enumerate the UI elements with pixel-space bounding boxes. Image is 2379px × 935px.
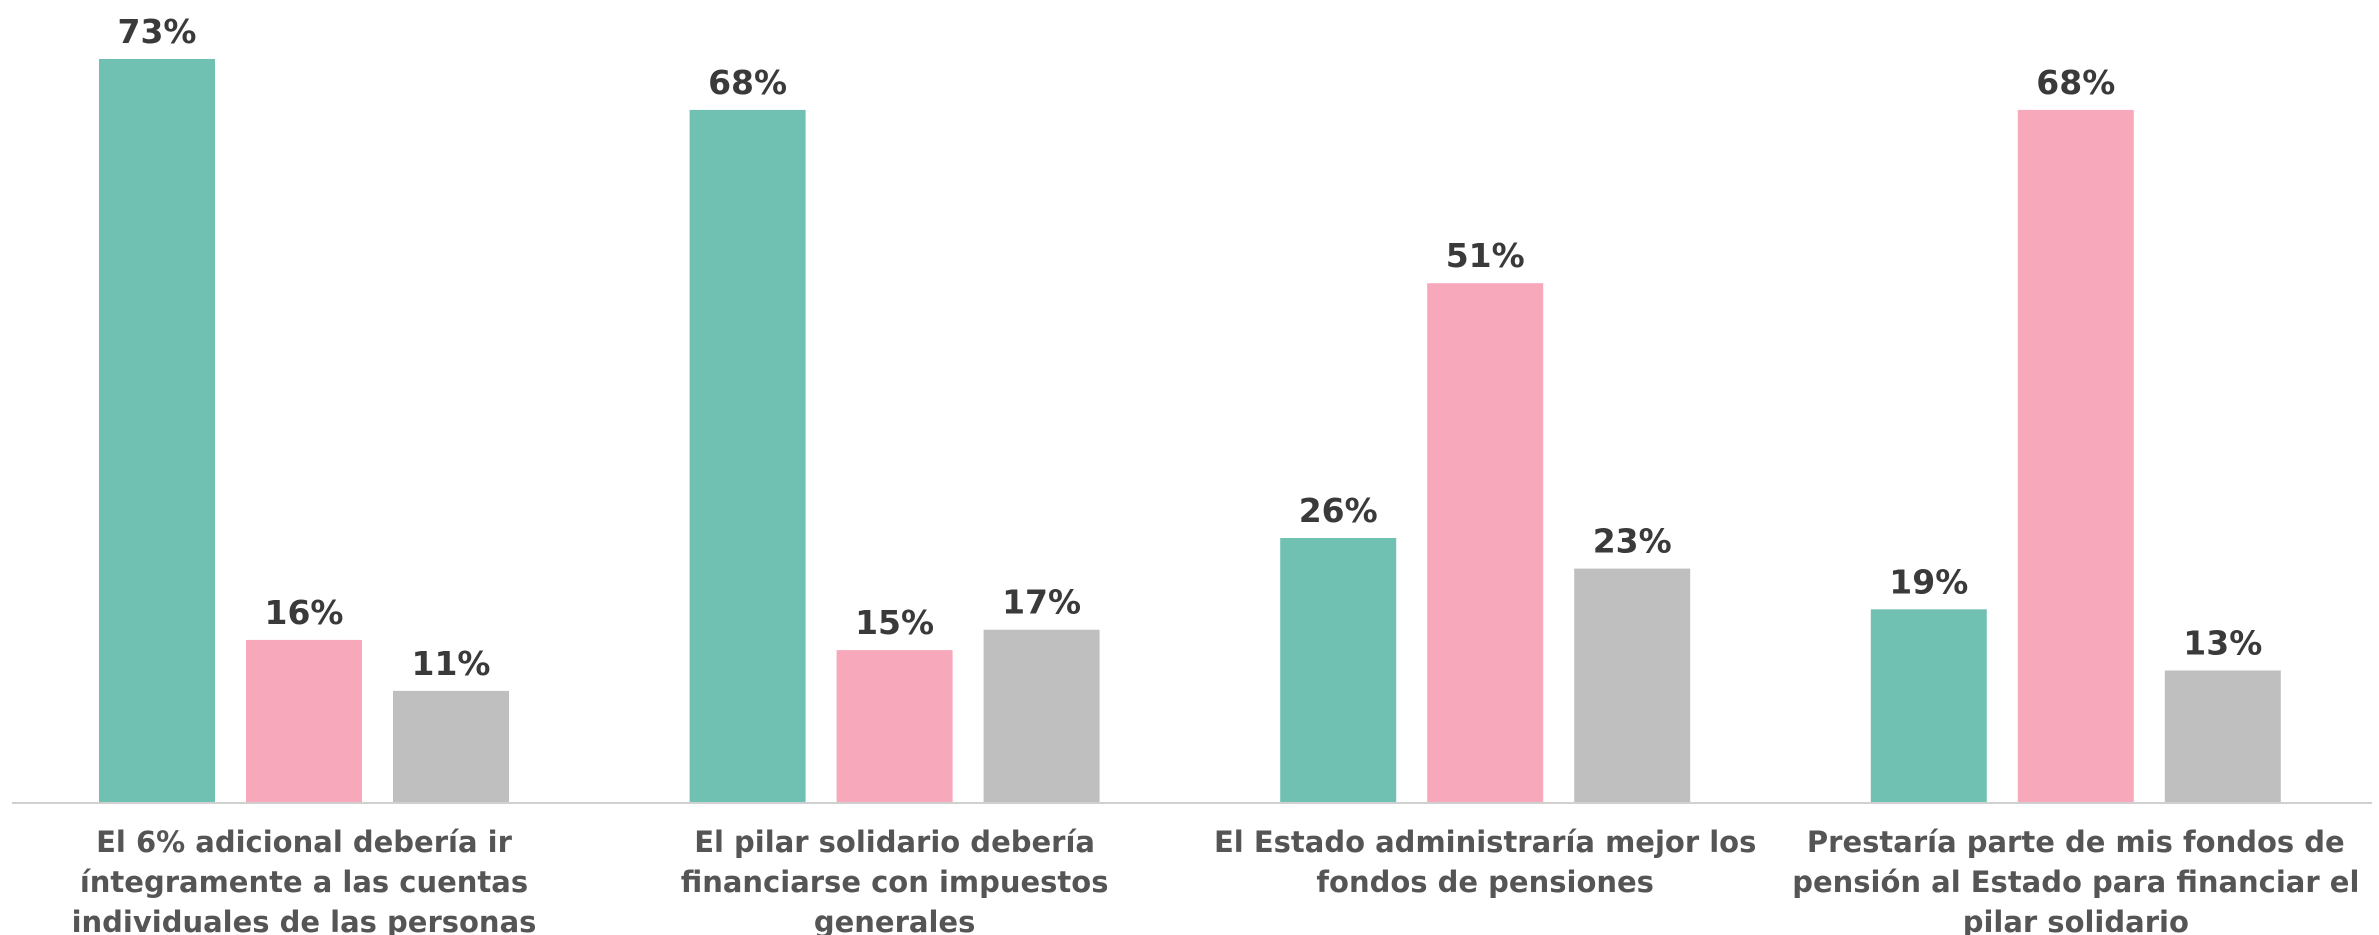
value-label: 15% — [855, 603, 934, 642]
bar — [1427, 283, 1544, 803]
value-label: 68% — [708, 63, 787, 102]
value-label: 17% — [1002, 583, 1081, 622]
bar — [393, 690, 509, 803]
bar — [2164, 670, 2281, 803]
value-label: 13% — [2183, 624, 2262, 663]
bar — [1870, 609, 1987, 803]
bar — [836, 650, 953, 803]
bar — [1280, 538, 1397, 803]
category-label: Prestaría parte de mis fondos de pensión… — [1792, 825, 2360, 935]
bar — [99, 58, 215, 803]
value-label: 11% — [412, 644, 491, 683]
value-label: 73% — [118, 12, 197, 51]
category-label: El 6% adicional debería ir íntegramente … — [71, 825, 537, 935]
category-label: El pilar solidario debería financiarse c… — [680, 825, 1109, 935]
value-label: 26% — [1299, 491, 1378, 530]
value-label: 23% — [1593, 522, 1672, 561]
bar — [2017, 109, 2134, 803]
bar — [689, 109, 806, 803]
category-label-box: El 6% adicional debería ir íntegramente … — [71, 825, 537, 935]
value-label: 19% — [1889, 562, 1968, 601]
category-label: El Estado administraría mejor los fondos… — [1213, 825, 1757, 899]
bar — [983, 629, 1100, 803]
value-label: 51% — [1446, 236, 1525, 275]
category-label-box: El pilar solidario debería financiarse c… — [680, 825, 1109, 935]
category-label-box: Prestaría parte de mis fondos de pensión… — [1792, 825, 2360, 935]
value-label: 68% — [2036, 63, 2115, 102]
category-label-box: El Estado administraría mejor los fondos… — [1213, 825, 1757, 899]
value-label: 16% — [265, 593, 344, 632]
bar — [246, 639, 362, 803]
bar — [1574, 568, 1691, 803]
